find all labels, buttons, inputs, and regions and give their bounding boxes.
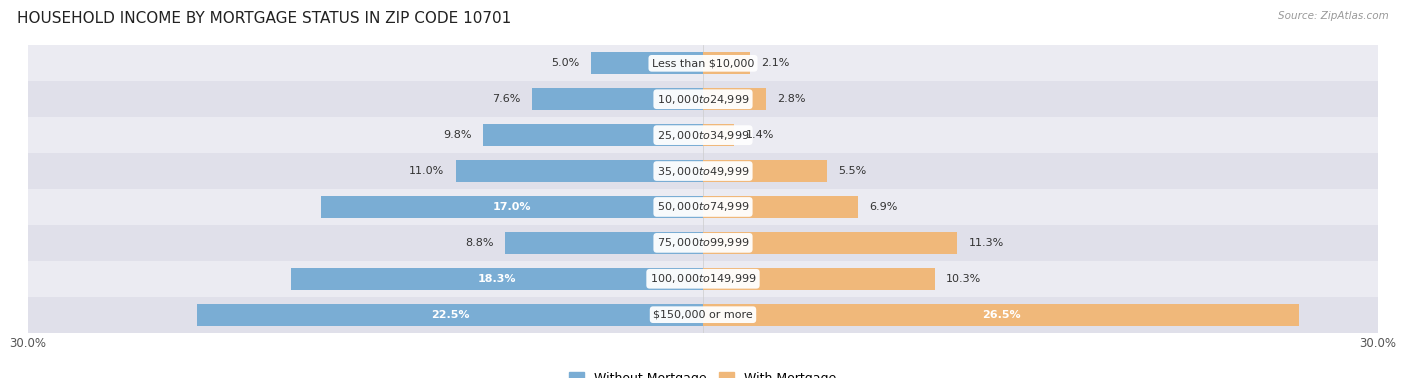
Bar — [482, 124, 703, 146]
Text: 11.3%: 11.3% — [969, 238, 1004, 248]
Legend: Without Mortgage, With Mortgage: Without Mortgage, With Mortgage — [564, 367, 842, 378]
Text: $50,000 to $74,999: $50,000 to $74,999 — [657, 200, 749, 214]
Text: 26.5%: 26.5% — [981, 310, 1021, 320]
Bar — [531, 88, 703, 110]
Text: 22.5%: 22.5% — [430, 310, 470, 320]
Text: $100,000 to $149,999: $100,000 to $149,999 — [650, 272, 756, 285]
Text: 8.8%: 8.8% — [465, 238, 494, 248]
Bar — [197, 304, 703, 326]
Bar — [321, 196, 703, 218]
Bar — [28, 45, 1378, 81]
Text: Source: ZipAtlas.com: Source: ZipAtlas.com — [1278, 11, 1389, 21]
Text: $150,000 or more: $150,000 or more — [654, 310, 752, 320]
Bar — [28, 225, 1378, 261]
Text: 7.6%: 7.6% — [492, 94, 520, 104]
Bar — [505, 232, 703, 254]
Text: $25,000 to $34,999: $25,000 to $34,999 — [657, 129, 749, 142]
Bar — [591, 52, 703, 74]
Bar — [703, 52, 751, 74]
Text: 11.0%: 11.0% — [409, 166, 444, 176]
Text: 17.0%: 17.0% — [492, 202, 531, 212]
Bar — [28, 261, 1378, 297]
Text: 9.8%: 9.8% — [443, 130, 471, 140]
Bar — [703, 196, 858, 218]
Bar — [703, 160, 827, 182]
Bar — [703, 232, 957, 254]
Text: 1.4%: 1.4% — [745, 130, 775, 140]
Bar — [456, 160, 703, 182]
Text: 5.0%: 5.0% — [551, 58, 579, 68]
Text: 18.3%: 18.3% — [478, 274, 516, 284]
Text: $75,000 to $99,999: $75,000 to $99,999 — [657, 236, 749, 249]
Text: 5.5%: 5.5% — [838, 166, 866, 176]
Bar — [28, 189, 1378, 225]
Text: Less than $10,000: Less than $10,000 — [652, 58, 754, 68]
Bar — [703, 304, 1299, 326]
Text: $35,000 to $49,999: $35,000 to $49,999 — [657, 164, 749, 178]
Bar — [703, 268, 935, 290]
Bar — [703, 124, 734, 146]
Bar — [703, 88, 766, 110]
Text: 2.8%: 2.8% — [778, 94, 806, 104]
Text: 10.3%: 10.3% — [946, 274, 981, 284]
Text: $10,000 to $24,999: $10,000 to $24,999 — [657, 93, 749, 106]
Bar — [28, 117, 1378, 153]
Bar — [291, 268, 703, 290]
Text: HOUSEHOLD INCOME BY MORTGAGE STATUS IN ZIP CODE 10701: HOUSEHOLD INCOME BY MORTGAGE STATUS IN Z… — [17, 11, 512, 26]
Text: 2.1%: 2.1% — [762, 58, 790, 68]
Text: 6.9%: 6.9% — [869, 202, 898, 212]
Bar — [28, 153, 1378, 189]
Bar — [28, 81, 1378, 117]
Bar — [28, 297, 1378, 333]
